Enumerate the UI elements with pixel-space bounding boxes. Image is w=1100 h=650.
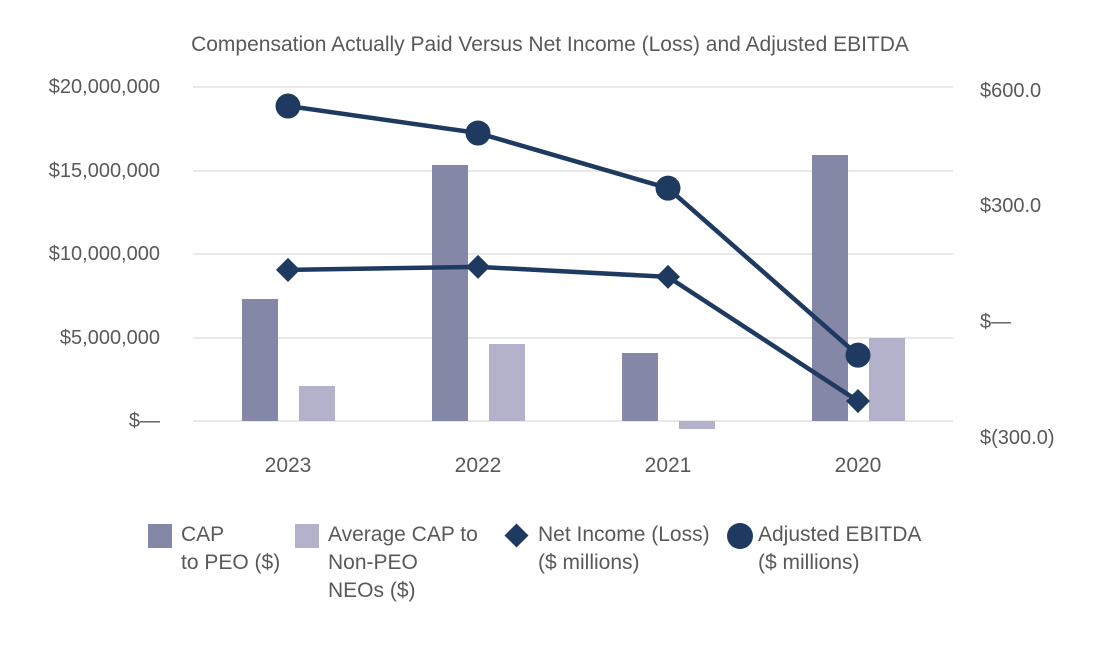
left-axis-tick-label: $—	[128, 410, 160, 432]
right-axis-tick-label: $(300.0)	[980, 426, 1055, 449]
legend-label-line: ($ millions)	[758, 551, 860, 574]
x-axis-label: 2020	[834, 454, 882, 477]
bar-average-cap	[679, 421, 715, 430]
legend-label-cap-to-peo: CAP to PEO ($)	[181, 521, 280, 577]
legend-circle-marker-icon	[727, 523, 753, 549]
legend-swatch-cap-to-peo	[148, 524, 172, 548]
diamond-marker-icon	[465, 254, 491, 279]
legend-item-average-cap: Average CAP to Non-PEO NEOs ($)	[295, 521, 478, 605]
circle-marker-icon	[655, 175, 681, 201]
legend-label-line: CAP	[181, 523, 225, 546]
legend-label-line: Adjusted EBITDA	[758, 523, 922, 546]
legend-label-line: to PEO ($)	[181, 551, 281, 574]
bar-cap-to-peo	[242, 299, 278, 421]
legend-label-average-cap: Average CAP to Non-PEO NEOs ($)	[328, 521, 478, 605]
bar-cap-to-peo	[622, 352, 658, 421]
legend-item-cap-to-peo: CAP to PEO ($)	[148, 521, 280, 577]
bar-cap-to-peo	[812, 155, 848, 421]
legend-diamond-marker-icon	[504, 523, 529, 548]
x-axis-label: 2023	[264, 454, 312, 477]
left-axis-tick-label: $10,000,000	[48, 243, 160, 265]
right-axis-tick-label: $600.0	[980, 79, 1042, 102]
legend-label-line: Non-PEO	[328, 551, 418, 574]
circle-marker-icon	[845, 342, 871, 368]
bar-average-cap	[299, 385, 335, 421]
legend-swatch-average-cap	[295, 524, 319, 548]
left-axis-tick-label: $5,000,000	[59, 326, 160, 349]
circle-marker-icon	[465, 120, 491, 146]
right-axis-tick-label: $300.0	[980, 195, 1042, 218]
diamond-marker-icon	[845, 389, 871, 414]
gridline	[193, 420, 953, 422]
left-axis-tick-label: $20,000,000	[48, 76, 160, 98]
diamond-marker-icon	[275, 257, 301, 282]
bar-cap-to-peo	[432, 165, 468, 421]
legend-label-adjusted-ebitda: Adjusted EBITDA ($ millions)	[758, 521, 921, 577]
gridline	[193, 86, 953, 88]
legend-label-line: NEOs ($)	[328, 579, 416, 602]
left-axis-tick-label: $15,000,000	[48, 159, 160, 182]
legend-item-net-income: Net Income (Loss) ($ millions)	[504, 521, 710, 577]
chart-title: Compensation Actually Paid Versus Net In…	[191, 33, 909, 56]
x-axis-label: 2021	[644, 454, 692, 477]
bar-average-cap	[489, 344, 525, 421]
legend-item-adjusted-ebitda: Adjusted EBITDA ($ millions)	[727, 521, 921, 577]
diamond-marker-icon	[655, 264, 681, 289]
line-diamond	[287, 264, 860, 403]
legend-label-line: Net Income (Loss)	[538, 523, 710, 546]
legend-label-line: Average CAP to	[328, 523, 478, 546]
right-axis-tick-label: $—	[980, 311, 1012, 333]
legend-label-net-income: Net Income (Loss) ($ millions)	[538, 521, 710, 577]
x-axis-label: 2022	[454, 454, 502, 477]
circle-marker-icon	[275, 93, 301, 119]
legend-label-line: ($ millions)	[538, 551, 640, 574]
bar-average-cap	[869, 337, 905, 421]
line-circle	[287, 103, 860, 357]
